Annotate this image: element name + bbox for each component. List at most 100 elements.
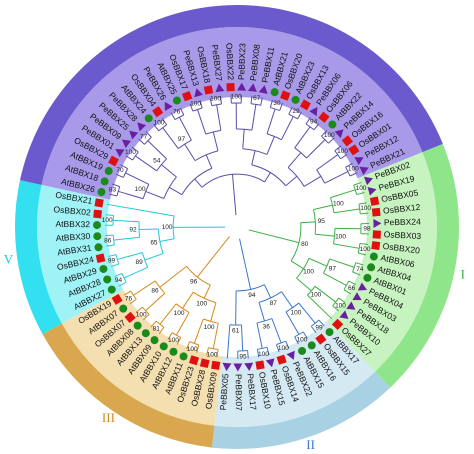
branch [324, 171, 349, 184]
bootstrap-value: 65 [150, 239, 158, 246]
bootstrap-value: 100 [125, 149, 136, 156]
clade-background [36, 184, 124, 324]
bootstrap-value: 80 [301, 241, 309, 248]
species-marker [119, 304, 128, 313]
branch [138, 138, 145, 145]
species-marker [152, 106, 164, 118]
branch [167, 332, 173, 340]
branch [241, 324, 244, 351]
branch [113, 236, 140, 241]
branch [334, 145, 342, 152]
branch [106, 244, 115, 247]
branch [112, 183, 120, 188]
branch [281, 116, 294, 140]
branch [328, 137, 335, 144]
branch [144, 253, 164, 261]
clade-label: IV [210, 0, 224, 3]
branch [305, 117, 311, 125]
branch [333, 243, 360, 249]
branch [285, 311, 300, 335]
bootstrap-value: 92 [129, 226, 137, 233]
branch [329, 258, 355, 268]
bootstrap-value: 100 [207, 351, 218, 358]
bootstrap-value: 100 [303, 269, 314, 276]
species-marker [203, 85, 214, 95]
branch [247, 350, 249, 359]
species-marker [94, 243, 103, 252]
backgrounds [14, 5, 460, 449]
bootstrap-value: 99 [315, 325, 323, 332]
branch [256, 349, 260, 358]
species-marker [244, 362, 254, 371]
branch [170, 112, 176, 120]
branch [114, 272, 123, 277]
species-marker [280, 90, 291, 101]
species-marker [237, 82, 247, 91]
species-marker [359, 166, 369, 175]
branch [279, 102, 283, 111]
branch [110, 263, 119, 268]
labels: IPeBBX02PeBBX19OsBBX05OsBBX12PeBBX24OsBB… [4, 0, 465, 452]
species-marker [373, 218, 382, 228]
branch [251, 104, 257, 131]
species-marker [179, 352, 188, 361]
leaf-label: AtBBX30 [56, 231, 91, 243]
branch [271, 318, 282, 344]
branch [297, 111, 302, 120]
bootstrap-value: 100 [310, 291, 321, 298]
branch [343, 289, 352, 295]
bootstrap-value: 94 [248, 292, 256, 299]
branch [281, 291, 293, 309]
bootstrap-value: 74 [356, 266, 364, 273]
bootstrap-value: 87 [270, 300, 278, 307]
branch [186, 341, 191, 350]
clade-background [61, 289, 223, 426]
species-marker [104, 167, 113, 176]
branch [131, 146, 139, 153]
bootstrap-value: 70 [116, 167, 124, 174]
branch [212, 131, 219, 151]
species-marker [307, 341, 316, 350]
branch [294, 336, 299, 345]
species-marker [199, 358, 210, 369]
branch [298, 302, 316, 324]
branch [303, 175, 322, 187]
branch [285, 340, 290, 349]
bootstrap-value: 98 [363, 225, 371, 232]
species-marker [339, 310, 349, 319]
species-marker [291, 95, 300, 104]
branch [314, 285, 337, 303]
branch [318, 319, 325, 327]
branch [209, 97, 213, 106]
branch [161, 117, 168, 126]
bootstrap-value: 100 [297, 336, 308, 343]
branch [105, 214, 114, 216]
branch [159, 303, 177, 325]
species-marker [372, 230, 382, 239]
branch [288, 106, 293, 115]
branch [263, 284, 272, 299]
species-marker [194, 88, 203, 98]
branch [150, 320, 157, 328]
species-marker [369, 252, 378, 261]
species-marker [369, 196, 380, 206]
bootstrap-value: 100 [162, 224, 173, 231]
bootstrap-value: 100 [204, 324, 215, 331]
bootstrap-value: 81 [153, 326, 161, 333]
species-marker [367, 186, 377, 196]
branch-arc [201, 173, 265, 188]
branch [135, 306, 143, 313]
species-marker [133, 321, 142, 330]
species-marker [121, 139, 132, 148]
species-marker [371, 241, 381, 251]
leaf-label: PeBBX07 [234, 374, 244, 411]
species-marker [318, 111, 330, 123]
species-marker [341, 135, 354, 147]
species-marker [265, 358, 275, 368]
bootstrap-value: 86 [151, 288, 159, 295]
clade-background [41, 26, 423, 200]
bootstrap-value: 100 [135, 186, 146, 193]
species-marker [334, 129, 344, 139]
clade-band [14, 180, 62, 335]
leaf-label: PeBBX27 [210, 44, 225, 82]
